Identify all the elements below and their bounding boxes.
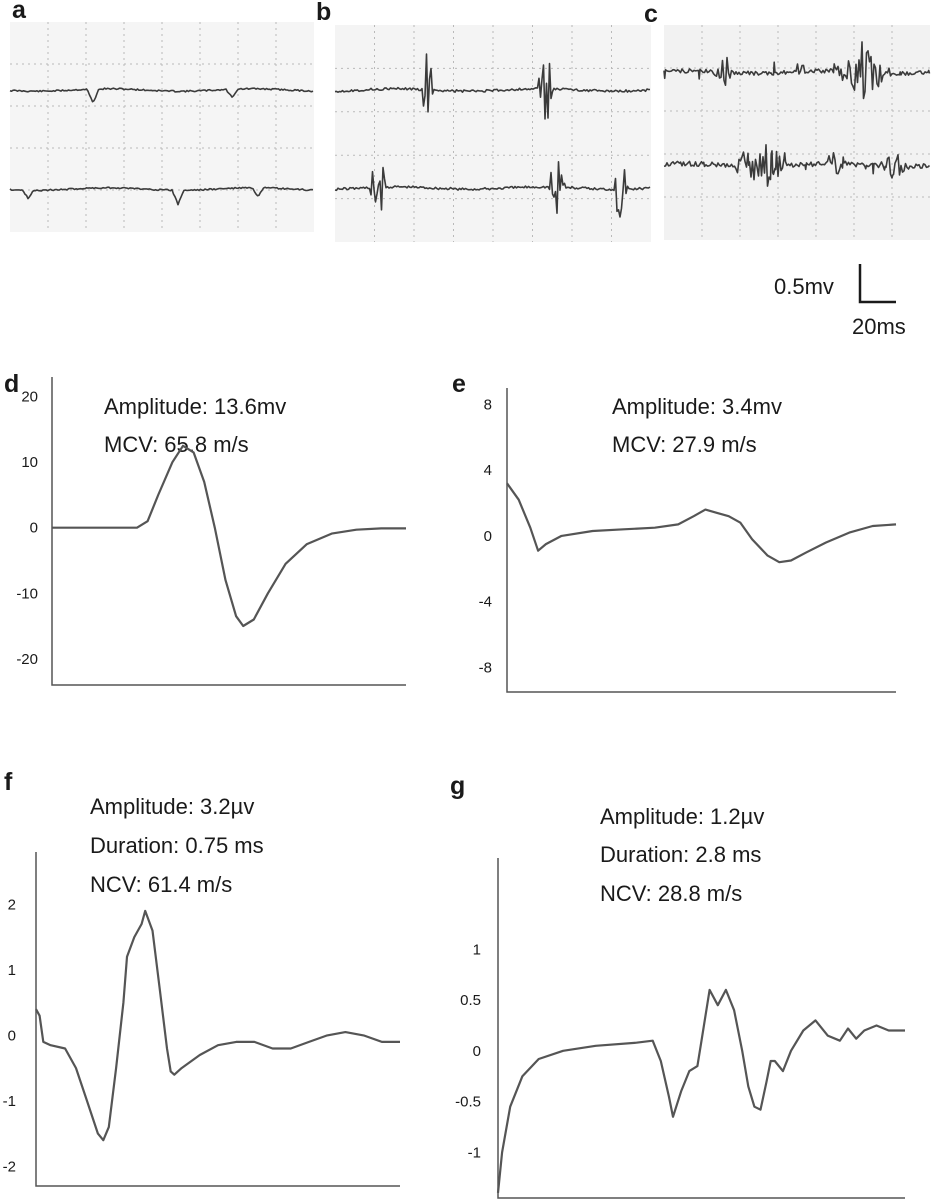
y-tick-label: 1 [473, 941, 481, 958]
y-tick-label: 1 [8, 962, 16, 979]
chart-g-annotation-ncv: NCV: 28.8 m/s [600, 881, 742, 906]
y-tick-label: -0.5 [455, 1094, 481, 1111]
chart-g: g Amplitude: 1.2µv Duration: 2.8 ms NCV:… [450, 772, 905, 1199]
y-tick-label: -8 [479, 659, 492, 676]
panel-label-a: a [12, 0, 27, 24]
y-tick-label: -4 [479, 594, 492, 611]
chart-g-series-line [496, 988, 905, 1194]
scale-bar-voltage-label: 0.5mv [774, 274, 834, 299]
chart-f-series-line [35, 909, 400, 1142]
y-tick-label: 0.5 [460, 992, 481, 1009]
chart-g-annotation-duration: Duration: 2.8 ms [600, 842, 761, 867]
panel-label-e: e [452, 370, 466, 398]
y-tick-label: 8 [484, 396, 492, 413]
chart-e-series-line [506, 482, 897, 564]
chart-d-annotation-mcv: MCV: 65.8 m/s [104, 432, 249, 457]
y-tick-label: 20 [21, 389, 38, 406]
y-tick-label: 0 [473, 1043, 481, 1060]
emg-trace-a-lower [9, 186, 314, 206]
y-tick-label: 0 [30, 520, 38, 537]
panel-label-b: b [316, 0, 331, 26]
y-tick-label: -10 [16, 585, 38, 602]
y-tick-label: -1 [468, 1144, 481, 1161]
emg-trace-b-lower [334, 161, 651, 218]
emg-trace-b-upper [334, 53, 650, 120]
chart-e-axes [506, 388, 896, 693]
emg-panel-a: a [9, 0, 314, 232]
emg-panel-a-grid [10, 22, 314, 232]
chart-f-annotation-amplitude: Amplitude: 3.2µv [90, 794, 254, 819]
chart-e-y-ticks: 8 4 0 -4 -8 [479, 396, 492, 676]
chart-f-axes [35, 852, 400, 1187]
chart-e-annotation-mcv: MCV: 27.9 m/s [612, 432, 757, 457]
chart-d-series-line [52, 444, 406, 628]
emg-panel-c: c [644, 0, 931, 240]
y-tick-label: 0 [484, 528, 492, 545]
emg-trace-a-upper [9, 87, 314, 103]
y-tick-label: 2 [8, 896, 16, 913]
chart-f: f Amplitude: 3.2µv Duration: 0.75 ms NCV… [3, 768, 400, 1187]
chart-d: d Amplitude: 13.6mv MCV: 65.8 m/s 20 10 0 -… [4, 370, 406, 686]
panel-label-d: d [4, 370, 19, 398]
emg-trace-c-upper [663, 41, 931, 100]
chart-f-annotation-duration: Duration: 0.75 ms [90, 833, 264, 858]
chart-g-y-ticks: 1 0.5 0 -0.5 -1 [455, 941, 481, 1161]
scale-bar: 0.5mv 20ms [774, 264, 906, 339]
chart-d-annotation-amplitude: Amplitude: 13.6mv [104, 394, 286, 419]
emg-panel-c-background [664, 25, 930, 240]
scale-bar-time-label: 20ms [852, 314, 906, 339]
y-tick-label: -1 [3, 1093, 16, 1110]
y-tick-label: 0 [8, 1027, 16, 1044]
chart-f-annotation-ncv: NCV: 61.4 m/s [90, 872, 232, 897]
panel-label-g: g [450, 772, 465, 800]
y-tick-label: 10 [21, 454, 38, 471]
chart-g-annotation-amplitude: Amplitude: 1.2µv [600, 804, 764, 829]
panel-label-f: f [4, 768, 13, 796]
emg-trace-c-lower [663, 144, 931, 187]
scale-bar-lines [858, 264, 896, 304]
y-tick-label: -2 [3, 1158, 16, 1175]
emg-panel-b: b [316, 0, 651, 242]
chart-f-y-ticks: 2 1 0 -1 -2 [3, 896, 16, 1175]
y-tick-label: 4 [484, 462, 492, 479]
y-tick-label: -20 [16, 651, 38, 668]
chart-e-annotation-amplitude: Amplitude: 3.4mv [612, 394, 782, 419]
chart-g-axes [497, 858, 905, 1199]
emg-panel-b-grid [335, 25, 651, 242]
chart-d-y-ticks: 20 10 0 -10 -20 [16, 389, 38, 668]
chart-d-axes [51, 377, 406, 686]
chart-e: e Amplitude: 3.4mv MCV: 27.9 m/s 8 4 0 -4 -8 [452, 370, 897, 693]
panel-label-c: c [644, 0, 658, 28]
